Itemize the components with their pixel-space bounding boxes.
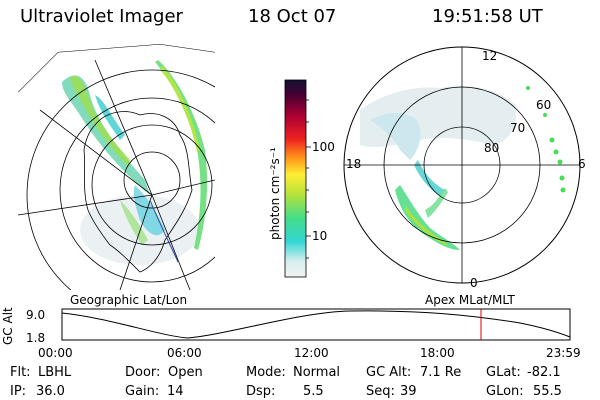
status-seq-label: Seq: (366, 384, 395, 399)
lat-label-70: 70 (510, 121, 525, 135)
observation-date: 18 Oct 07 (248, 6, 337, 27)
mlt-label-6: 6 (578, 157, 586, 171)
status-seq-value: 39 (400, 384, 417, 399)
status-glon-value: 55.5 (533, 384, 562, 399)
status-dsp-value: 5.5 (303, 384, 324, 399)
status-gain-label: Gain: (125, 384, 159, 399)
xtick-0600: 06:00 (167, 346, 202, 360)
colorbar-tick-100: 100 (312, 140, 335, 154)
xtick-2359: 23:59 (546, 346, 581, 360)
orbit-altitude-plot: Geographic Lat/Lon Apex MLat/MLT GC Alt … (1, 293, 581, 360)
status-glat-label: GLat: (486, 365, 521, 380)
lat-label-60: 60 (536, 98, 551, 112)
mlt-label-18: 18 (346, 157, 361, 171)
ytick-9: 9.0 (26, 308, 45, 322)
status-gcalt-label: GC Alt: (366, 365, 411, 380)
colorbar-unit-label: photon cm⁻²s⁻¹ (268, 147, 282, 240)
status-mode-label: Mode: (246, 365, 286, 380)
status-flt-value: LBHL (38, 365, 72, 380)
status-glon-label: GLon: (486, 384, 524, 399)
status-dsp-label: Dsp: (246, 384, 275, 399)
altitude-curve (61, 310, 571, 339)
colorbar-tick-10: 10 (312, 229, 327, 243)
colorbar: 100 10 photon cm⁻²s⁻¹ (268, 79, 335, 278)
mlt-label-12: 12 (482, 49, 497, 63)
mlt-label-0: 0 (470, 276, 478, 290)
status-flt-label: Flt: (10, 365, 31, 380)
geographic-image (18, 44, 215, 290)
status-door-value: Open (168, 365, 203, 380)
status-panel: Flt: LBHL Door: Open Mode: Normal GC Alt… (10, 365, 562, 399)
lat-label-80: 80 (484, 141, 499, 155)
status-mode-value: Normal (293, 365, 340, 380)
apex-caption: Apex MLat/MLT (425, 293, 515, 307)
xtick-1800: 18:00 (420, 346, 455, 360)
xtick-1200: 12:00 (294, 346, 329, 360)
geo-caption: Geographic Lat/Lon (70, 293, 187, 307)
status-gain-value: 14 (167, 384, 184, 399)
gc-alt-axis-label: GC Alt (1, 307, 15, 345)
ytick-1.8: 1.8 (26, 331, 45, 345)
status-gcalt-value: 7.1 Re (420, 365, 461, 380)
status-door-label: Door: (125, 365, 160, 380)
status-ip-label: IP: (10, 384, 26, 399)
polar-plot: 12 18 6 0 60 70 80 (343, 46, 586, 290)
xtick-0000: 00:00 (38, 346, 73, 360)
status-glat-value: -82.1 (527, 365, 561, 380)
status-ip-value: 36.0 (36, 384, 65, 399)
instrument-title: Ultraviolet Imager (20, 6, 183, 27)
observation-time: 19:51:58 UT (432, 6, 543, 27)
